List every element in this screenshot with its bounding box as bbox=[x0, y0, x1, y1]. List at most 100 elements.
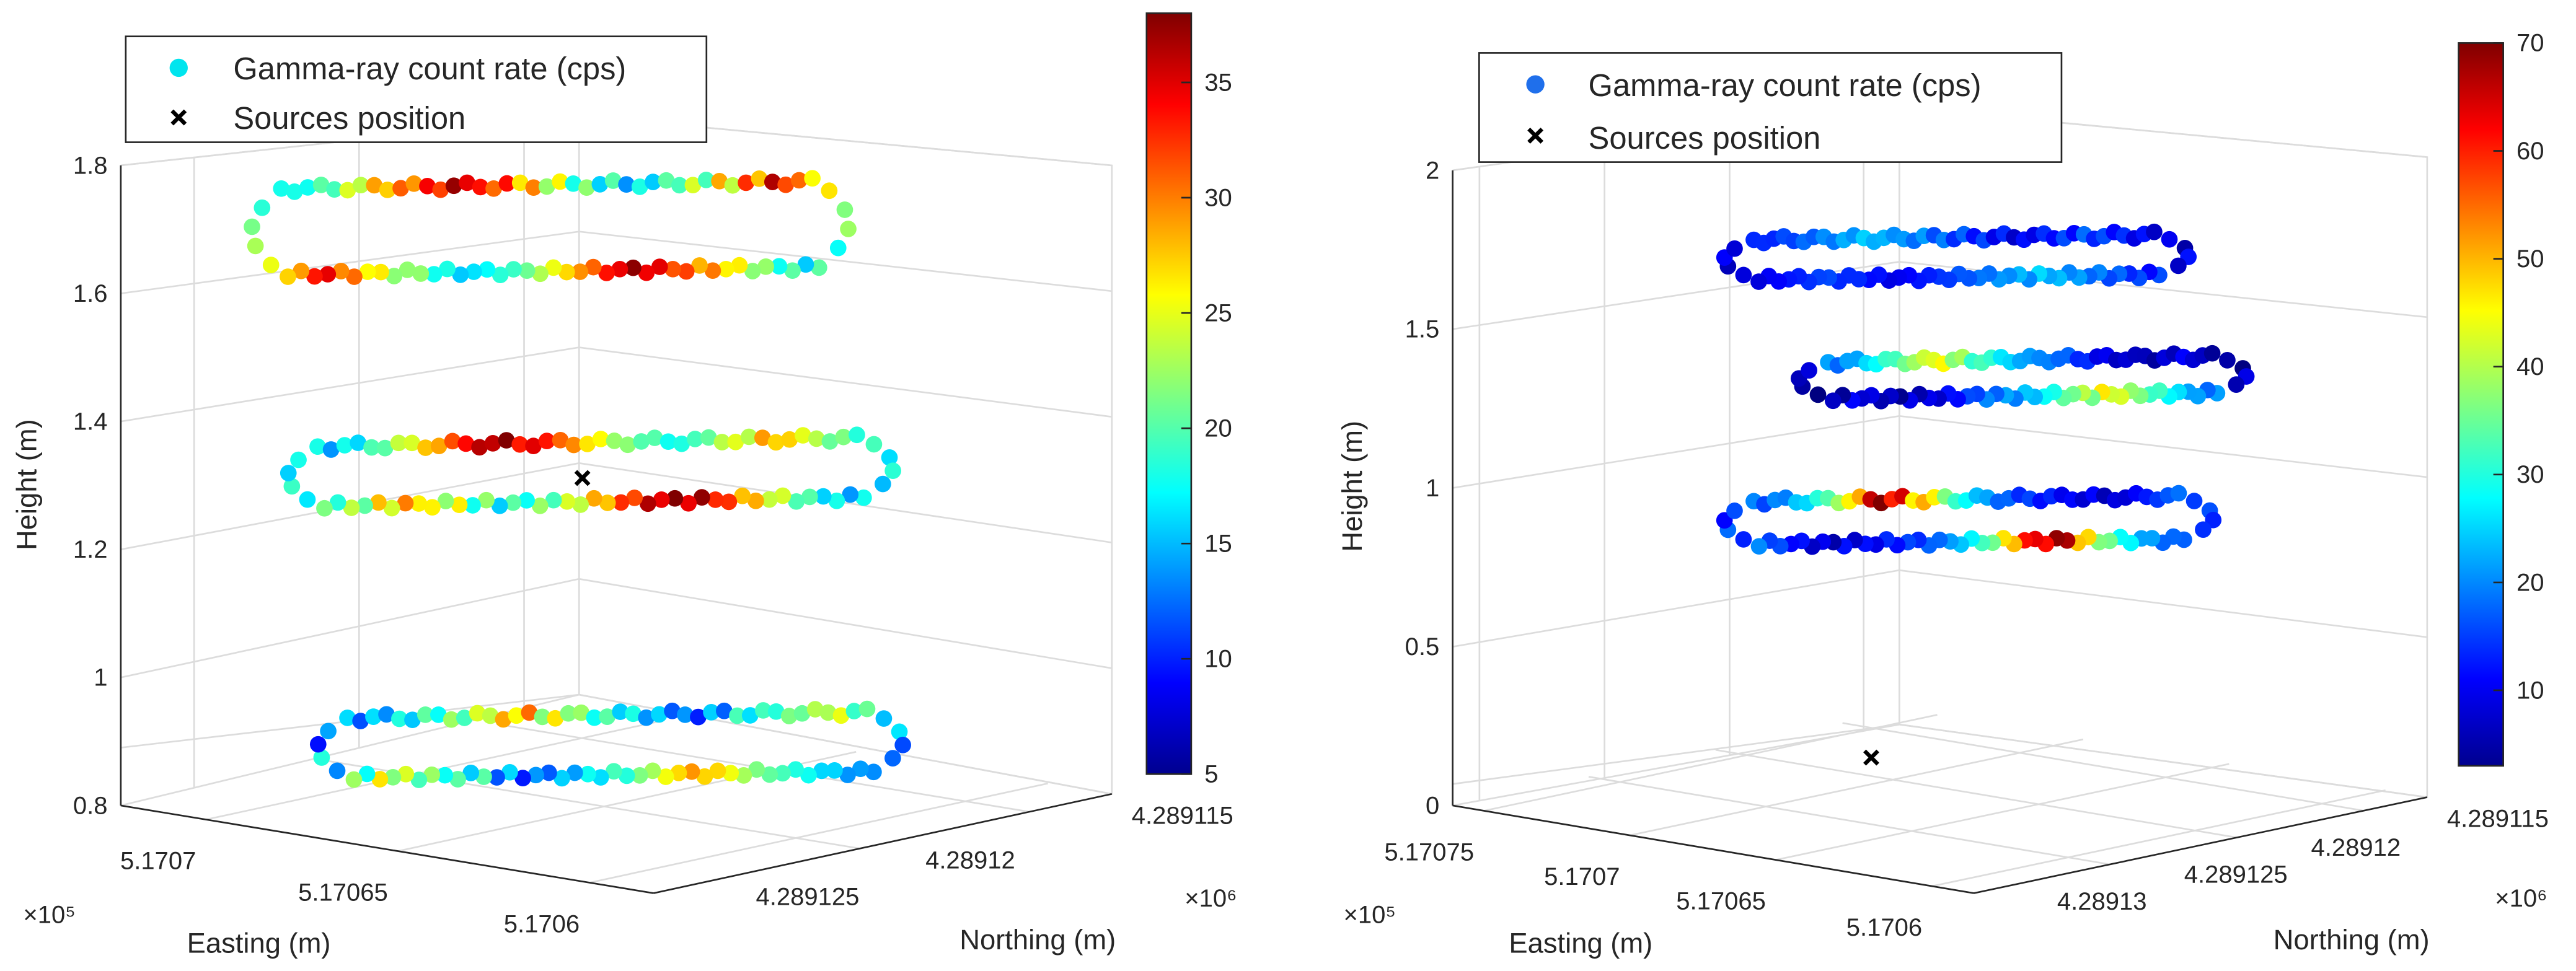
left-point-layer1-72 bbox=[491, 497, 508, 514]
right-x-axis-label: Easting (m) bbox=[1509, 928, 1652, 959]
right-colorbar-tick-label-0: 10 bbox=[2516, 677, 2544, 704]
left-point-layer1-82 bbox=[356, 497, 373, 514]
left-colorbar-tick-label-0: 5 bbox=[1204, 761, 1218, 788]
right-point-layer2-86 bbox=[1735, 531, 1752, 548]
left-source-marker bbox=[574, 470, 591, 486]
left-point-layer2-61 bbox=[657, 768, 674, 785]
left-point-layer2-64 bbox=[618, 767, 635, 784]
left-point-layer2-53 bbox=[761, 766, 779, 783]
left-x-tick-label-2: 5.1706 bbox=[504, 911, 580, 938]
left-point-layer2-54 bbox=[748, 761, 765, 778]
right-y-tick-label-1: 4.289125 bbox=[2184, 861, 2288, 888]
right-legend-label-source: Sources position bbox=[1589, 120, 1821, 156]
right-legend-marker-gamma bbox=[1526, 75, 1545, 94]
left-point-layer0-57 bbox=[651, 258, 668, 275]
left-point-layer2-1 bbox=[352, 713, 369, 729]
right-x-tick-labels: 5.17075 5.1707 5.17065 5.1706 bbox=[1384, 839, 1922, 942]
left-back-panes bbox=[120, 115, 1113, 795]
right-z-tick-labels: 0 0.5 1 1.5 2 bbox=[1405, 157, 1440, 819]
left-point-layer1-10 bbox=[444, 433, 461, 450]
right-scatter-points bbox=[1716, 223, 2255, 555]
left-point-layer2-55 bbox=[735, 767, 752, 784]
left-point-layer0-40 bbox=[804, 170, 821, 187]
left-point-layer2-23 bbox=[638, 709, 655, 726]
left-point-layer2-66 bbox=[592, 769, 609, 786]
right-z-tick-label-4: 2 bbox=[1426, 157, 1439, 184]
right-x-exponent: ×10⁵ bbox=[1343, 901, 1395, 928]
left-point-layer2-86 bbox=[329, 762, 346, 780]
left-point-layer1-49 bbox=[801, 488, 818, 506]
left-point-layer1-26 bbox=[659, 433, 677, 450]
left-colorbar-tick-label-5: 30 bbox=[1204, 184, 1232, 211]
left-point-layer0-45 bbox=[810, 259, 827, 276]
left-point-layer2-29 bbox=[716, 702, 733, 719]
right-colorbar-ticks: 10 20 30 40 50 60 70 bbox=[2493, 30, 2544, 704]
left-point-layer1-24 bbox=[633, 433, 650, 450]
right-z-tick-label-0: 0 bbox=[1426, 792, 1439, 819]
left-legend-label-source: Sources position bbox=[233, 100, 465, 136]
left-point-layer0-69 bbox=[492, 266, 509, 283]
left-point-layer0-55 bbox=[677, 263, 695, 280]
left-point-layer2-33 bbox=[767, 703, 785, 720]
left-point-layer2-62 bbox=[644, 762, 661, 780]
left-legend: Gamma-ray count rate (cps) Sources posit… bbox=[125, 35, 708, 143]
left-point-layer2-42 bbox=[891, 723, 908, 740]
left-point-layer2-76 bbox=[462, 765, 480, 781]
left-point-layer1-75 bbox=[451, 496, 468, 514]
left-point-layer1-16 bbox=[525, 437, 542, 454]
left-point-layer0-60 bbox=[611, 260, 629, 278]
left-point-layer0-19 bbox=[525, 179, 542, 196]
right-x-tick-label-1: 5.1707 bbox=[1544, 863, 1620, 890]
left-point-layer0-65 bbox=[545, 259, 562, 276]
left-point-layer0-67 bbox=[518, 262, 536, 279]
left-point-layer1-63 bbox=[612, 494, 630, 511]
left-point-layer0-8 bbox=[379, 182, 396, 198]
left-z-gridline-0 bbox=[120, 693, 1113, 807]
left-point-layer0-20 bbox=[538, 178, 555, 195]
left-point-layer0-30 bbox=[671, 177, 688, 194]
left-point-layer0-63 bbox=[571, 263, 589, 280]
left-point-layer1-68 bbox=[545, 491, 562, 509]
left-z-tick-labels: 0.8 1 1.2 1.4 1.6 1.8 bbox=[73, 152, 108, 819]
left-point-layer1-42 bbox=[881, 449, 898, 466]
left-box-edges bbox=[120, 165, 1113, 894]
left-point-layer0-66 bbox=[532, 265, 549, 283]
left-point-layer2-63 bbox=[631, 767, 648, 784]
left-point-layer0-3 bbox=[312, 177, 330, 193]
left-point-layer2-40 bbox=[858, 700, 876, 718]
left-point-layer0-48 bbox=[770, 258, 788, 275]
right-point-layer2-41 bbox=[2186, 493, 2203, 509]
left-point-layer0-14 bbox=[459, 174, 475, 191]
left-point-layer2-25 bbox=[664, 702, 681, 719]
left-point-layer1-76 bbox=[437, 493, 454, 509]
left-point-layer1-27 bbox=[673, 435, 690, 452]
left-point-layer1-7 bbox=[404, 434, 421, 452]
right-point-layer2-44 bbox=[2195, 521, 2212, 538]
left-point-layer1-3 bbox=[350, 434, 366, 451]
left-point-layer2-52 bbox=[774, 765, 791, 782]
left-point-layer2-3 bbox=[378, 706, 395, 723]
left-x-tick-labels: 5.1707 5.17065 5.1706 bbox=[120, 848, 580, 938]
right-point-layer1-41 bbox=[2219, 352, 2236, 369]
left-point-layer0-80 bbox=[346, 268, 363, 285]
left-point-layer1-0 bbox=[309, 438, 326, 455]
left-point-layer1-73 bbox=[478, 491, 495, 509]
left-point-layer1-35 bbox=[781, 431, 798, 448]
left-colorbar-tick-label-2: 15 bbox=[1204, 530, 1232, 557]
left-point-layer2-44 bbox=[884, 750, 901, 767]
left-point-layer2-84 bbox=[358, 765, 376, 783]
left-back-wall bbox=[120, 115, 580, 749]
left-point-layer2-79 bbox=[423, 766, 441, 783]
left-point-layer2-78 bbox=[436, 767, 454, 784]
left-point-layer2-80 bbox=[410, 771, 428, 788]
left-plot: 0.8 1 1.2 1.4 1.6 1.8 5.1707 5.17065 5.1706 4.2… bbox=[11, 12, 1237, 959]
left-point-layer0-23 bbox=[578, 179, 595, 196]
left-point-layer1-9 bbox=[430, 437, 448, 454]
left-point-layer2-19 bbox=[586, 709, 603, 726]
left-z-axis-label: Height (m) bbox=[11, 419, 43, 550]
right-y-tick-label-2: 4.28912 bbox=[2311, 834, 2401, 861]
left-point-layer2-7 bbox=[430, 706, 447, 723]
left-point-layer1-53 bbox=[747, 492, 764, 509]
left-point-layer0-13 bbox=[445, 177, 462, 195]
